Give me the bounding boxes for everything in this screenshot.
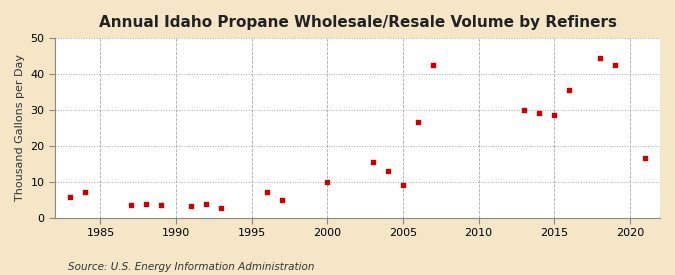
Point [155, 203, 166, 207]
Point [65, 195, 76, 199]
Point [594, 56, 605, 60]
Point [412, 120, 423, 125]
Point [639, 156, 650, 161]
Title: Annual Idaho Propane Wholesale/Resale Volume by Refiners: Annual Idaho Propane Wholesale/Resale Vo… [99, 15, 616, 30]
Y-axis label: Thousand Gallons per Day: Thousand Gallons per Day [15, 54, 25, 201]
Point [564, 88, 574, 92]
Point [80, 190, 90, 195]
Point [518, 108, 529, 112]
Point [610, 63, 620, 67]
Point [398, 182, 408, 187]
Point [277, 197, 288, 202]
Point [216, 205, 227, 210]
Point [322, 180, 333, 184]
Point [549, 113, 560, 117]
Point [261, 190, 272, 195]
Point [186, 204, 196, 208]
Point [428, 63, 439, 67]
Point [383, 169, 394, 173]
Point [201, 202, 212, 206]
Point [140, 202, 151, 206]
Point [367, 160, 378, 164]
Point [534, 111, 545, 116]
Point [126, 203, 136, 207]
Text: Source: U.S. Energy Information Administration: Source: U.S. Energy Information Administ… [68, 262, 314, 272]
